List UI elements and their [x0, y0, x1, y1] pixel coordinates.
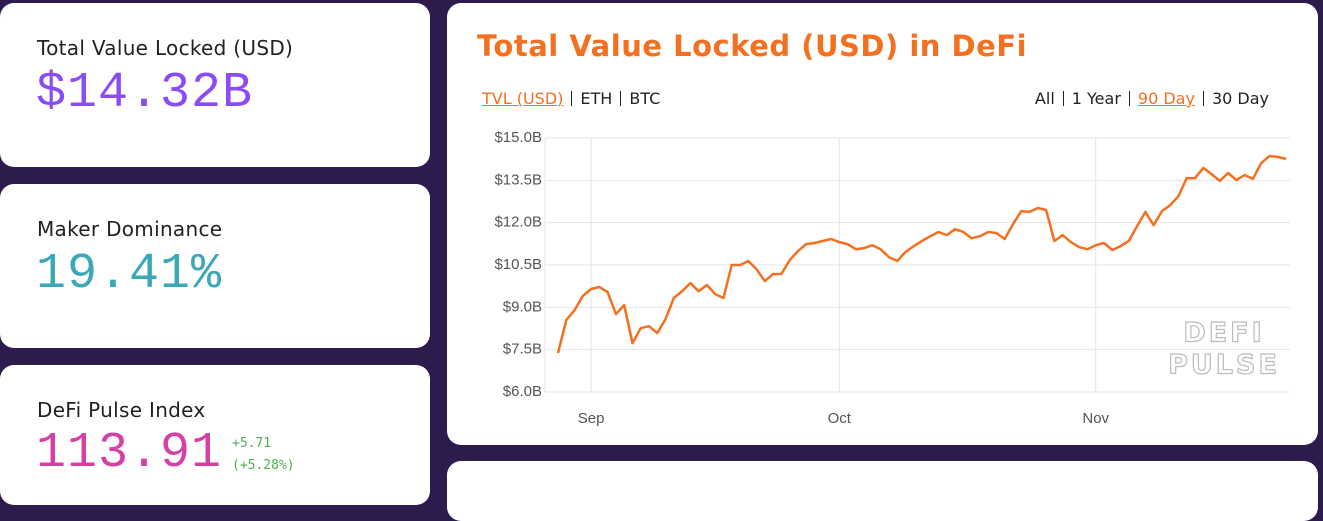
- card-value: 113.91: [36, 425, 223, 482]
- chart-title: Total Value Locked (USD) in DeFi: [477, 29, 1028, 63]
- tab[interactable]: BTC: [629, 89, 661, 108]
- card-label: Maker Dominance: [37, 217, 223, 241]
- chart-card: Total Value Locked (USD) in DeFi TVL (US…: [447, 3, 1318, 445]
- y-tick-label: $15.0B: [494, 129, 542, 146]
- tab[interactable]: All: [1034, 89, 1055, 108]
- index-change: +5.71: [232, 436, 272, 451]
- separator: [1062, 91, 1064, 106]
- x-tick-label: Oct: [828, 410, 852, 427]
- card-label: DeFi Pulse Index: [37, 398, 206, 422]
- index-change-pct: (+5.28%): [232, 458, 295, 473]
- index-card: DeFi Pulse Index 113.91 +5.71 (+5.28%): [0, 365, 430, 505]
- y-tick-label: $13.5B: [494, 171, 542, 188]
- y-tick-label: $10.5B: [494, 256, 542, 273]
- page: {"cards":[ {"label":"Total Value Locked …: [0, 3, 1318, 521]
- separator: [1202, 91, 1204, 106]
- card-value: $14.32B: [36, 65, 254, 122]
- range-tabs: All 1 Year 90 Day 30 Day: [1027, 89, 1277, 108]
- tab[interactable]: 1 Year: [1071, 89, 1121, 108]
- y-tick-label: $7.5B: [503, 341, 542, 358]
- separator: [620, 91, 622, 106]
- dominance-card: Maker Dominance 19.41%: [0, 184, 430, 348]
- card-value: 19.41%: [36, 246, 223, 303]
- tvl-card: Total Value Locked (USD) $14.32B: [0, 3, 430, 167]
- separator: [571, 91, 573, 106]
- currency-tabs: TVL (USD) ETH BTC: [474, 89, 668, 108]
- tab[interactable]: TVL (USD): [482, 89, 564, 108]
- tab[interactable]: 30 Day: [1211, 89, 1269, 108]
- tab[interactable]: ETH: [580, 89, 613, 108]
- y-tick-label: $9.0B: [503, 298, 542, 315]
- x-tick-label: Nov: [1082, 410, 1109, 427]
- chart: $6.0B $7.5B $9.0B $10.5B $12.0B $13.5B $15.0B S…: [494, 129, 1290, 427]
- watermark: PULSE: [1168, 350, 1280, 381]
- separator: [1128, 91, 1130, 106]
- tvl-line: [556, 154, 1287, 354]
- watermark: DEFI: [1183, 318, 1264, 349]
- y-tick-label: $6.0B: [503, 383, 542, 400]
- card-label: Total Value Locked (USD): [37, 36, 294, 60]
- tab[interactable]: 90 Day: [1137, 89, 1195, 108]
- y-tick-label: $12.0B: [494, 214, 542, 231]
- x-tick-label: Sep: [578, 410, 605, 427]
